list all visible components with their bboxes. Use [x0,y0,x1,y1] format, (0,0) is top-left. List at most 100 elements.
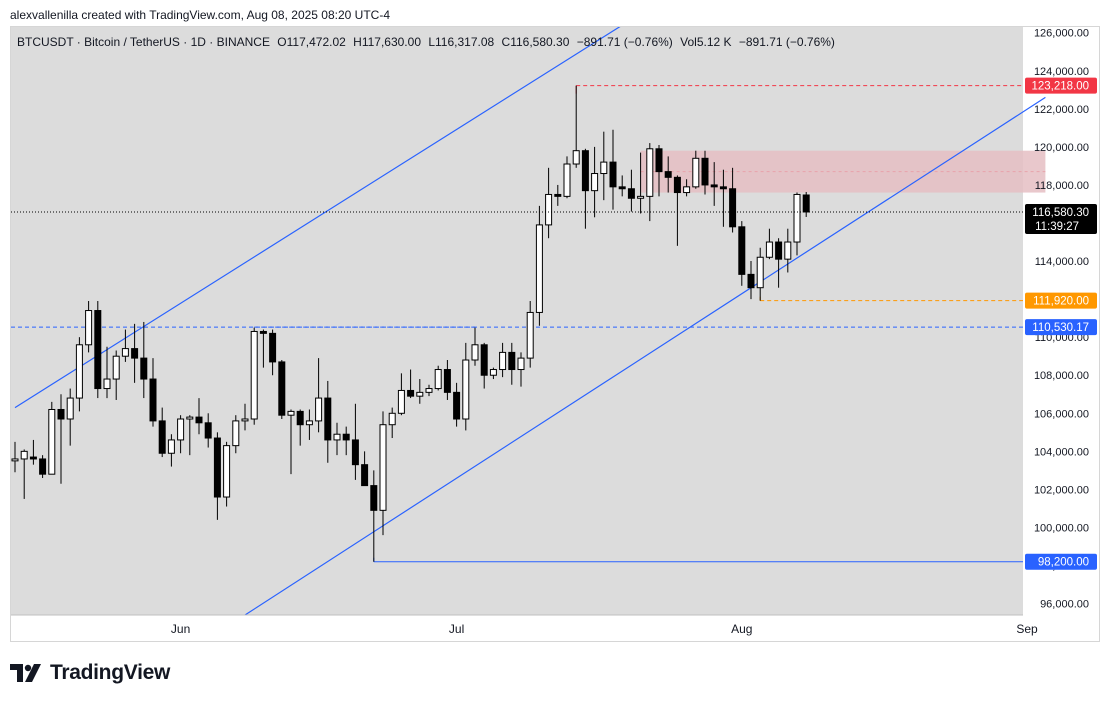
candle [591,146,599,218]
candle [315,358,323,433]
candle-body-up [241,418,249,422]
candle-body-down [342,433,350,441]
candle [305,409,313,440]
y-tick-label: 96,000.00 [1040,599,1089,611]
level-label-1-bg [1025,292,1097,309]
legend-high: H117,630.00 [353,35,421,49]
candle [278,360,286,419]
candle-body-down [131,348,139,359]
candle [572,85,580,168]
candle-body-down [443,369,451,393]
candle-body-down [259,330,267,334]
candle-body-up [11,458,19,462]
candle [167,434,175,467]
candle [379,411,387,536]
candle [232,415,240,454]
level-label-1: 111,920.00 [1033,296,1089,308]
candle [535,205,543,326]
candle-body-up [765,241,773,258]
candle-body-down [94,310,102,390]
candle [600,131,608,201]
last-price-label: 116,580.30 [1032,207,1089,219]
candle [48,401,56,475]
x-tick-label: Sep [1016,622,1038,636]
candle [729,167,737,233]
legend-open: O117,472.02 [277,35,346,49]
candle [57,394,65,484]
candle [738,221,746,286]
candle [66,388,74,446]
candle [75,337,83,412]
candle [407,369,415,399]
candle [453,382,461,427]
candle-body-up [517,357,525,371]
candle-body-up [572,150,580,165]
legend-volume-change: −891.71 (−0.76%) [738,35,835,49]
candle [664,156,672,193]
candle [287,409,295,475]
candle-body-up [692,157,700,188]
candle [397,373,405,416]
level-label-0-bg [1025,77,1097,94]
candle-body-down [618,186,626,190]
candle-body-up [471,344,479,361]
trendline-upper [14,27,621,409]
y-tick-label: 126,000.00 [1034,28,1089,40]
candle-body-up [121,348,129,357]
candle-body-up [75,344,83,399]
candle [646,143,654,222]
candle [324,380,332,463]
tradingview-logo-icon [10,664,41,682]
candle-body-up [186,416,194,420]
level-label-3: 98,200.00 [1038,557,1089,569]
tradingview-branding[interactable]: TradingView [10,659,170,687]
candle-body-up [315,397,323,422]
trendline-lower [244,96,1046,616]
candle [683,179,691,197]
candle-body-up [545,193,553,226]
level-label-3-bg [1025,553,1097,570]
candle [11,441,19,473]
candle-body-up [112,355,120,380]
candle-body-up [397,389,405,414]
candle [517,352,525,387]
candle [121,329,129,362]
candle-body-down [351,439,359,466]
candle [94,301,102,399]
candle-body-up [388,412,396,426]
candle-body-up [499,351,507,371]
candle-body-down [39,458,47,475]
candle-body-up [425,388,433,393]
candle [85,301,93,353]
candle [131,323,139,383]
candle [250,327,258,425]
candle [103,346,111,399]
candle [140,321,148,399]
candle-body-down [729,188,737,228]
candle-body-up [784,241,792,260]
candle [195,398,203,435]
x-tick-label: Jun [171,622,190,636]
candle [112,350,120,400]
candle-body-up [462,359,470,420]
candle-body-down [195,416,203,424]
candle [545,167,553,239]
candle [186,415,194,456]
candle [784,228,792,273]
candle-body-down [710,184,718,188]
candle [710,162,718,206]
candle-body-up [223,445,231,498]
candle [443,360,451,400]
level-label-2-bg [1025,319,1097,336]
y-tick-label: 104,000.00 [1034,446,1089,458]
ohlc-legend: BTCUSDT · Bitcoin / TetherUS · 1D · BINA… [17,35,839,49]
candle [333,422,341,456]
candle-body-down [213,437,221,498]
candle [775,238,783,288]
candle-body-up [526,311,534,359]
candle-body-up [103,378,111,390]
candle-body-down [204,422,212,439]
candle-body-down [269,332,277,363]
